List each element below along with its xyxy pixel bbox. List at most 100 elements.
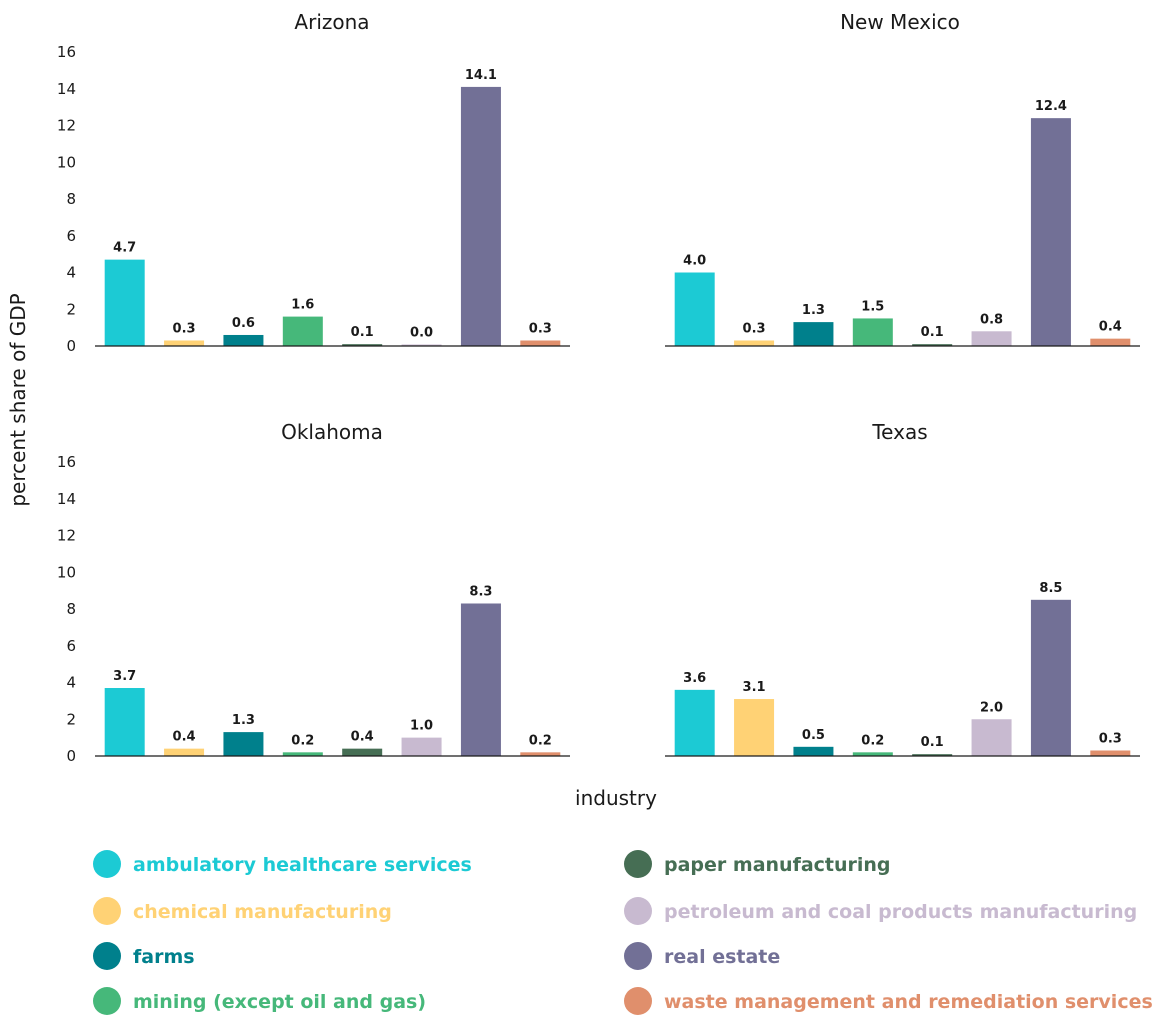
data-label: 3.1 bbox=[743, 680, 766, 695]
data-label: 0.3 bbox=[743, 321, 766, 336]
bar bbox=[734, 340, 775, 346]
data-label: 0.6 bbox=[232, 316, 255, 331]
data-label: 1.6 bbox=[291, 298, 314, 313]
bar bbox=[401, 737, 442, 756]
bar bbox=[282, 316, 323, 346]
y-tick-label: 16 bbox=[57, 43, 76, 61]
bar bbox=[104, 688, 145, 756]
data-label: 0.4 bbox=[351, 730, 374, 745]
bar bbox=[164, 748, 205, 756]
legend-item: mining (except oil and gas) bbox=[93, 987, 426, 1015]
data-label: 0.1 bbox=[351, 325, 374, 340]
y-tick-label: 0 bbox=[66, 747, 76, 765]
data-label: 1.3 bbox=[802, 303, 825, 318]
panel-oklahoma: Oklahoma 0 2 4 6 8 10 12 14 16 3.7 0.4 1.3 0.2 0.4 1.0 8… bbox=[57, 420, 570, 765]
data-label: 0.8 bbox=[980, 312, 1003, 327]
data-label: 1.0 bbox=[410, 719, 433, 734]
data-label: 0.0 bbox=[410, 326, 433, 341]
legend-swatch bbox=[93, 987, 121, 1015]
bar bbox=[852, 752, 893, 756]
bar bbox=[520, 752, 561, 756]
bar bbox=[104, 259, 145, 346]
legend-item: real estate bbox=[624, 942, 780, 970]
y-tick-label: 0 bbox=[66, 337, 76, 355]
legend-swatch bbox=[624, 987, 652, 1015]
legend-label: ambulatory healthcare services bbox=[133, 854, 472, 876]
data-label: 8.3 bbox=[469, 584, 492, 599]
y-tick-label: 8 bbox=[66, 190, 76, 208]
bar bbox=[852, 318, 893, 346]
bar bbox=[401, 344, 442, 346]
panel-arizona: Arizona 0 2 4 6 8 10 12 14 16 4.7 0.3 0.6 1.6 0.1 0.0 14… bbox=[57, 10, 570, 355]
y-axis-title: percent share of GDP bbox=[6, 293, 30, 506]
bar bbox=[912, 344, 953, 346]
data-label: 3.7 bbox=[113, 669, 136, 684]
x-axis-title: industry bbox=[575, 786, 657, 810]
legend-label: chemical manufacturing bbox=[133, 901, 392, 923]
bar bbox=[912, 754, 953, 756]
y-tick-label: 6 bbox=[66, 637, 76, 655]
y-tick-label: 8 bbox=[66, 600, 76, 618]
panel-new-mexico: New Mexico 4.0 0.3 1.3 1.5 0.1 0.8 12.4 0.4 bbox=[665, 10, 1140, 347]
data-label: 0.2 bbox=[861, 733, 884, 748]
legend-label: paper manufacturing bbox=[664, 854, 891, 876]
data-label: 2.0 bbox=[980, 700, 1003, 715]
data-label: 0.3 bbox=[173, 321, 196, 336]
y-tick-label: 12 bbox=[57, 117, 76, 135]
data-label: 0.4 bbox=[173, 730, 196, 745]
legend-label: waste management and remediation service… bbox=[664, 991, 1153, 1013]
data-label: 0.4 bbox=[1099, 320, 1122, 335]
data-label: 0.3 bbox=[1099, 731, 1122, 746]
y-tick-label: 2 bbox=[66, 300, 76, 318]
y-tick-label: 14 bbox=[57, 80, 76, 98]
data-label: 3.6 bbox=[683, 671, 706, 686]
bar bbox=[520, 340, 561, 346]
legend-swatch bbox=[624, 850, 652, 878]
bar bbox=[223, 334, 264, 346]
chart-panels: Arizona 0 2 4 6 8 10 12 14 16 4.7 0.3 0.6 1.6 0.1 0.0 14… bbox=[57, 10, 1140, 765]
data-label: 0.5 bbox=[802, 728, 825, 743]
data-label: 0.1 bbox=[921, 735, 944, 750]
data-label: 4.7 bbox=[113, 241, 136, 256]
panel-texas: Texas 3.6 3.1 0.5 0.2 0.1 2.0 8.5 0.3 bbox=[665, 420, 1140, 757]
bar bbox=[223, 732, 264, 756]
data-label: 8.5 bbox=[1039, 581, 1062, 596]
y-tick-label: 4 bbox=[66, 674, 76, 692]
panel-title: Texas bbox=[871, 420, 927, 444]
bar bbox=[282, 752, 323, 756]
data-label: 0.2 bbox=[291, 733, 314, 748]
y-tick-label: 16 bbox=[57, 453, 76, 471]
legend-swatch bbox=[624, 897, 652, 925]
legend-item: chemical manufacturing bbox=[93, 897, 392, 925]
bar bbox=[1090, 338, 1131, 346]
bar bbox=[1090, 750, 1131, 756]
data-label: 0.1 bbox=[921, 325, 944, 340]
y-tick-label: 14 bbox=[57, 490, 76, 508]
bar bbox=[342, 344, 383, 346]
bar bbox=[1030, 118, 1071, 347]
y-tick-label: 2 bbox=[66, 710, 76, 728]
bar bbox=[971, 719, 1012, 756]
bar bbox=[342, 748, 383, 756]
data-label: 1.3 bbox=[232, 713, 255, 728]
bar bbox=[460, 86, 501, 346]
legend: ambulatory healthcare services chemical m… bbox=[93, 850, 1153, 1015]
panel-title: Oklahoma bbox=[281, 420, 383, 444]
legend-item: ambulatory healthcare services bbox=[93, 850, 472, 878]
bar bbox=[971, 331, 1012, 346]
bar bbox=[674, 272, 715, 346]
legend-swatch bbox=[93, 897, 121, 925]
legend-item: waste management and remediation service… bbox=[624, 987, 1153, 1015]
data-label: 1.5 bbox=[861, 299, 884, 314]
bar bbox=[164, 340, 205, 346]
data-label: 4.0 bbox=[683, 254, 706, 269]
bar bbox=[734, 699, 775, 756]
bar bbox=[793, 322, 834, 346]
data-label: 14.1 bbox=[465, 68, 497, 83]
legend-label: petroleum and coal products manufacturin… bbox=[664, 901, 1137, 923]
data-label: 0.3 bbox=[529, 321, 552, 336]
legend-swatch bbox=[93, 850, 121, 878]
bar bbox=[1030, 599, 1071, 756]
data-label: 12.4 bbox=[1035, 99, 1067, 114]
